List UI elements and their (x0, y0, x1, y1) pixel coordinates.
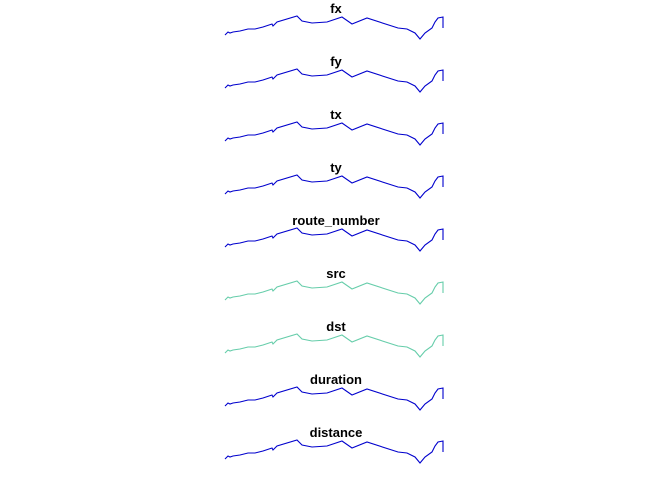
panel-title: ty (330, 160, 342, 175)
panel-title: fx (330, 1, 342, 16)
panel-fy: fy (224, 54, 444, 93)
panel-title: tx (330, 107, 342, 122)
panel-src: src (224, 266, 444, 305)
series-line (224, 280, 444, 305)
panel-ty: ty (224, 160, 444, 199)
panel-tx: tx (224, 107, 444, 146)
series-line (224, 174, 444, 199)
series-line (224, 386, 444, 411)
panel-route-number: route_number (224, 213, 444, 252)
panel-dst: dst (224, 319, 444, 358)
panel-title: distance (310, 425, 363, 440)
series-line (224, 15, 444, 40)
panel-duration: duration (224, 372, 444, 411)
series-line (224, 121, 444, 146)
panel-title: src (326, 266, 346, 281)
panel-title: dst (326, 319, 346, 334)
panel-distance: distance (224, 425, 444, 464)
series-line (224, 68, 444, 93)
series-line (224, 333, 444, 358)
series-line (224, 227, 444, 252)
panel-title: route_number (292, 213, 379, 228)
series-line (224, 439, 444, 464)
panel-title: duration (310, 372, 362, 387)
panel-fx: fx (224, 1, 444, 40)
panel-title: fy (330, 54, 342, 69)
